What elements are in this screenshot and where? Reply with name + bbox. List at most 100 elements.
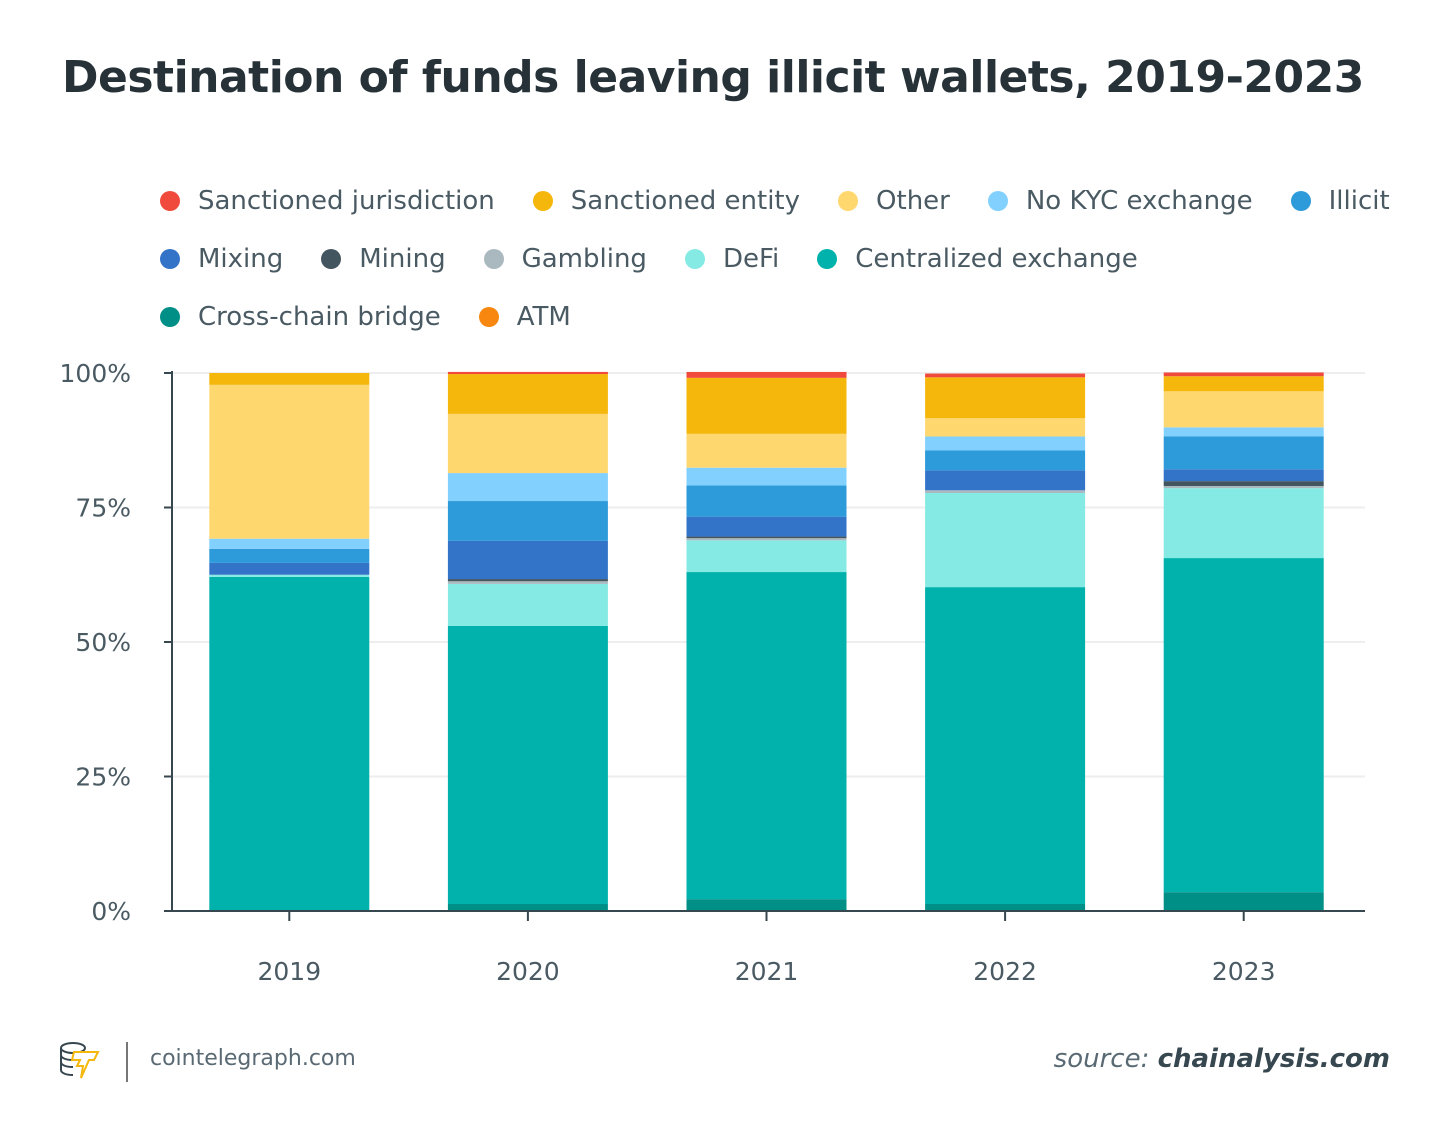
bar-segment-defi-2021: [686, 540, 847, 573]
bar-segment-illicit-2022: [925, 450, 1086, 471]
legend-item-atm[interactable]: ATM: [478, 302, 571, 332]
bar-segment-cross-chain-bridge-2020: [447, 904, 608, 911]
bar-segment-other-2023: [1163, 391, 1324, 428]
bar-segment-no-kyc-exchange-2022: [925, 436, 1086, 451]
legend-swatch-icon: [817, 249, 838, 269]
bar-segment-mixing-2022: [925, 470, 1086, 491]
bar-segment-other-2021: [686, 433, 847, 468]
source-credit: source: chainalysis.com: [1054, 1044, 1390, 1074]
bar-segment-no-kyc-exchange-2021: [686, 467, 847, 486]
bar-segment-mining-2023: [1163, 481, 1324, 486]
bar-segment-gambling-2022: [925, 490, 1086, 493]
legend-label: Cross-chain bridge: [198, 302, 441, 332]
y-tick-label: 100%: [60, 359, 131, 388]
bar-segment-illicit-2019: [209, 548, 370, 563]
bar-segment-mixing-2023: [1163, 469, 1324, 482]
bar-segment-other-2022: [925, 418, 1086, 437]
bar-segment-other-2020: [447, 413, 608, 474]
bar-segment-illicit-2023: [1163, 436, 1324, 470]
legend-swatch-icon: [478, 307, 499, 327]
legend-label: Mixing: [198, 244, 284, 274]
y-tick-label: 25%: [75, 763, 131, 792]
bar-segment-mining-2020: [447, 579, 608, 582]
x-tick-label: 2020: [496, 957, 560, 986]
bar-segment-centralized-exchange-2020: [447, 625, 608, 905]
y-tick-label: 75%: [75, 494, 131, 523]
bar-segment-defi-2020: [447, 583, 608, 626]
bar-segment-mixing-2021: [686, 516, 847, 537]
legend-item-centralized-exchange[interactable]: Centralized exchange: [817, 244, 1138, 274]
bar-segment-defi-2022: [925, 492, 1086, 588]
legend-item-mining[interactable]: Mining: [321, 244, 446, 274]
legend: Sanctioned jurisdiction Sanctioned entity…: [160, 172, 1390, 346]
bar-segment-sanctioned-entity-2021: [686, 377, 847, 434]
legend-label: Illicit: [1328, 186, 1390, 216]
bar-segment-defi-2019: [209, 574, 370, 577]
chart-title: Destination of funds leaving illicit wal…: [62, 52, 1364, 103]
legend-swatch-icon: [987, 191, 1008, 211]
bar-segment-no-kyc-exchange-2023: [1163, 427, 1324, 437]
bar-segment-gambling-2020: [447, 581, 608, 584]
bar-segment-centralized-exchange-2023: [1163, 558, 1324, 893]
legend-swatch-icon: [160, 307, 180, 327]
bar-segment-gambling-2023: [1163, 485, 1324, 489]
bar-segment-sanctioned-jurisdiction-2022: [925, 373, 1086, 378]
legend-swatch-icon: [532, 191, 553, 211]
bar-segment-mixing-2019: [209, 562, 370, 575]
x-tick-label: 2022: [973, 957, 1037, 986]
legend-swatch-icon: [1290, 191, 1311, 211]
legend-item-cross-chain-bridge[interactable]: Cross-chain bridge: [160, 302, 441, 332]
legend-row: Cross-chain bridge ATM: [160, 288, 1390, 346]
bar-segment-mining-2021: [686, 536, 847, 539]
bar-segment-sanctioned-jurisdiction-2020: [447, 371, 608, 375]
x-tick-label: 2023: [1212, 957, 1276, 986]
footer-site: cointelegraph.com: [150, 1046, 356, 1071]
source-name: chainalysis.com: [1157, 1044, 1390, 1074]
legend-label: ATM: [516, 302, 571, 332]
legend-label: Mining: [359, 244, 446, 274]
bar-segment-sanctioned-entity-2022: [925, 377, 1086, 419]
legend-label: DeFi: [722, 244, 780, 274]
legend-item-other[interactable]: Other: [838, 186, 950, 216]
bar-segment-illicit-2021: [686, 485, 847, 517]
legend-swatch-icon: [684, 249, 705, 269]
legend-label: Centralized exchange: [855, 244, 1138, 274]
legend-item-no-kyc-exchange[interactable]: No KYC exchange: [987, 186, 1253, 216]
x-tick-label: 2019: [257, 957, 321, 986]
bar-segment-gambling-2021: [686, 538, 847, 541]
legend-item-sanctioned-entity[interactable]: Sanctioned entity: [532, 186, 801, 216]
bar-segment-cross-chain-bridge-2021: [686, 899, 847, 911]
x-tick-label: 2021: [735, 957, 799, 986]
bar-segment-illicit-2020: [447, 501, 608, 541]
legend-label: Other: [876, 186, 950, 216]
legend-label: Sanctioned entity: [570, 186, 801, 216]
legend-item-gambling[interactable]: Gambling: [483, 244, 647, 274]
legend-row: Mixing Mining Gambling DeFi Centralized exch…: [160, 230, 1390, 288]
y-tick-label: 50%: [75, 628, 131, 657]
footer-divider: [126, 1042, 128, 1082]
legend-swatch-icon: [160, 249, 180, 269]
bar-segment-mixing-2020: [447, 540, 608, 580]
bar-segment-centralized-exchange-2021: [686, 572, 847, 900]
legend-item-illicit[interactable]: Illicit: [1290, 186, 1390, 216]
legend-label: Gambling: [521, 244, 647, 274]
bar-segment-no-kyc-exchange-2020: [447, 473, 608, 502]
bar-segment-sanctioned-entity-2019: [209, 373, 370, 385]
bar-segment-centralized-exchange-2019: [209, 576, 370, 911]
source-prefix: source:: [1053, 1044, 1150, 1074]
legend-item-mixing[interactable]: Mixing: [160, 244, 283, 274]
legend-swatch-icon: [321, 249, 342, 269]
bar-segment-other-2019: [209, 384, 370, 539]
bar-segment-cross-chain-bridge-2022: [925, 904, 1086, 911]
legend-item-defi[interactable]: DeFi: [684, 244, 780, 274]
bar-segment-defi-2023: [1163, 488, 1324, 559]
bar-segment-sanctioned-entity-2020: [447, 374, 608, 414]
legend-swatch-icon: [160, 191, 180, 211]
legend-swatch-icon: [838, 191, 859, 211]
legend-item-sanctioned-jurisdiction[interactable]: Sanctioned jurisdiction: [160, 186, 495, 216]
legend-label: Sanctioned jurisdiction: [198, 186, 495, 216]
bar-segment-sanctioned-jurisdiction-2023: [1163, 372, 1324, 377]
bar-segment-no-kyc-exchange-2019: [209, 538, 370, 549]
legend-row: Sanctioned jurisdiction Sanctioned entity…: [160, 172, 1390, 230]
